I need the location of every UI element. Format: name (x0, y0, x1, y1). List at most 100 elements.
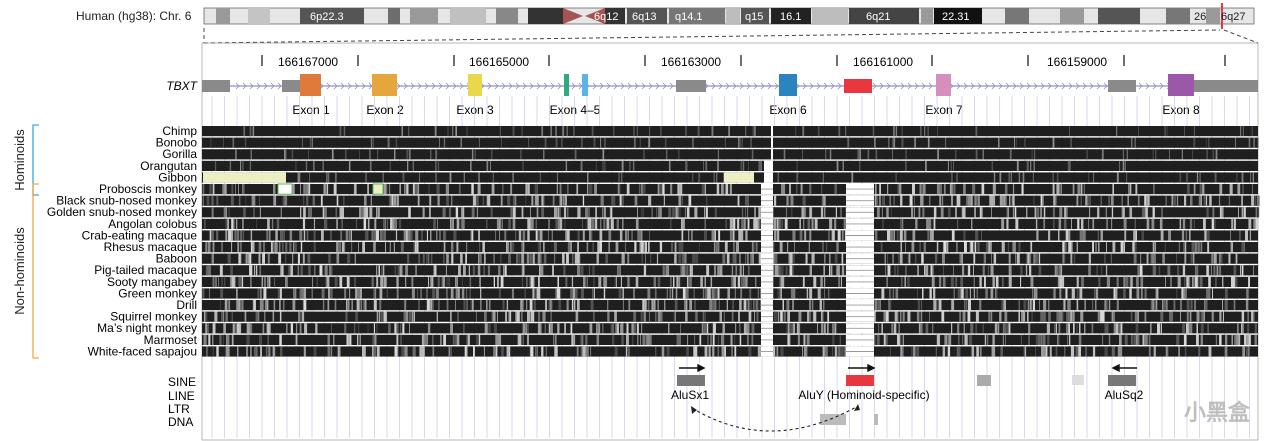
exons: Exon 1 Exon 2 Exon 3 Exon 4–5 Exon 6 Exon 7 Ex… (292, 74, 1200, 117)
repeat-label-alusq2: AluSq2 (1105, 388, 1144, 402)
species-label: Marmoset (144, 333, 198, 347)
species-label: Gibbon (158, 170, 197, 184)
exon-block (468, 74, 482, 96)
alignment-row (202, 137, 1259, 148)
group-label-non-hominoids: Non-hominoids (12, 227, 27, 315)
exon-block (936, 74, 951, 96)
alu-insertion-site (844, 79, 872, 93)
group-label-hominoids: Hominoids (12, 129, 27, 191)
coordinate-label: 166161000 (853, 55, 913, 69)
utr-block (1108, 80, 1136, 92)
species-label: Squirrel monkey (110, 310, 197, 324)
species-label: White-faced sapajou (88, 344, 197, 358)
coordinate-label: 166163000 (661, 55, 721, 69)
gene-name: TBXT (166, 79, 198, 93)
exon-label: Exon 1 (292, 103, 330, 117)
species-label: Green monkey (118, 286, 197, 300)
band-label: 6q13 (632, 11, 656, 23)
repeat-element (1072, 375, 1084, 385)
alignment-row (202, 230, 1258, 241)
alignment-row (202, 300, 1258, 311)
alignment-row (202, 242, 1258, 253)
exon-block (372, 74, 397, 96)
species-label: Black snub-nosed monkey (56, 194, 197, 208)
exon-block (779, 74, 797, 96)
species-label: Baboon (156, 252, 197, 266)
utr-block (282, 80, 302, 92)
alignment-row (202, 265, 1258, 276)
repeat-track-label: LINE (168, 389, 195, 403)
band-label: q15 (745, 11, 763, 23)
exon-label: Exon 2 (366, 103, 404, 117)
utr-block (676, 80, 706, 92)
alignment-row (202, 207, 1260, 218)
repeat-track-label: SINE (168, 375, 196, 389)
species-labels: ChimpBonoboGorillaOrangutanGibbonProbosc… (47, 124, 198, 358)
alignment-row (202, 253, 1258, 264)
coordinate-label: 166167000 (278, 55, 338, 69)
band-label: q14.1 (675, 11, 703, 23)
chromosome-ideogram: Human (hg38): Chr. 6 6p22.3 6q12 6q13 q1… (76, 3, 1255, 29)
band-label: 6p22.3 (310, 11, 344, 23)
coordinate-ruler: 166167000 166165000 166163000 166161000 … (261, 55, 1226, 69)
species-label: Golden snub-nosed monkey (47, 205, 197, 219)
species-label: Gorilla (162, 147, 197, 161)
exon-block (300, 74, 321, 96)
species-label: Chimp (162, 124, 197, 138)
alignment-row (202, 323, 1258, 334)
species-label: Rhesus macaque (104, 240, 198, 254)
band-label: 6q12 (594, 11, 618, 23)
alignment-row (202, 160, 1258, 171)
repeat-element (874, 414, 878, 425)
alignment-row (202, 149, 1258, 160)
species-label: Sooty mangabey (107, 275, 197, 289)
species-label: Ma’s night monkey (97, 321, 197, 335)
alignment-row (202, 195, 1260, 206)
exon-label: Exon 7 (925, 103, 963, 117)
species-label: Proboscis monkey (99, 182, 197, 196)
repeat-element-aluy (846, 375, 874, 386)
alignment-row (202, 288, 1258, 299)
alignment-row (202, 276, 1258, 287)
exon-label: Exon 3 (456, 103, 494, 117)
band-label: 6q27 (1221, 11, 1245, 23)
alignment-row (202, 183, 1258, 195)
alu-pairing-arc (691, 405, 859, 432)
band-label: 6q21 (866, 11, 890, 23)
species-label: Bonobo (156, 136, 198, 150)
band-label: 26 (1194, 11, 1206, 23)
alignment-row (202, 218, 1259, 229)
coordinate-label: 166165000 (469, 55, 529, 69)
exon-block (1168, 74, 1194, 96)
alignment-row (202, 126, 1258, 137)
utr-block (202, 80, 230, 92)
exon-label: Exon 4–5 (550, 103, 601, 117)
repeat-track-label: LTR (168, 402, 190, 416)
watermark: 小黑盒 (1183, 401, 1250, 426)
repeat-element-alusq2 (1108, 375, 1136, 386)
species-label: Angolan colobus (108, 217, 197, 231)
repeat-track-label: DNA (168, 415, 193, 429)
chromosome-label: Human (hg38): Chr. 6 (76, 9, 192, 23)
repeat-element (977, 375, 991, 386)
gene-track: TBXT Exon 1 Exon 2 Exon 3 Exon 4–5 Exon 6 Exo… (166, 74, 1258, 117)
zoom-lines (201, 28, 1259, 441)
alignment-row (202, 172, 1258, 183)
repeat-element (820, 414, 846, 425)
alignment-row (202, 311, 1258, 322)
repeat-label-aluy: AluY (Hominoid-specific) (798, 388, 929, 402)
band-label: 16.1 (780, 11, 801, 23)
utr-block (1194, 80, 1258, 92)
repeat-element-alusx1 (677, 375, 705, 386)
group-brackets: Hominoids Non-hominoids (12, 124, 39, 359)
alignment-row (202, 334, 1258, 345)
alignment-rows (202, 126, 1260, 357)
repeat-tracks: SINE LINE LTR DNA AluSx1 AluY (Hominoid-… (168, 363, 1144, 432)
coordinate-label: 166159000 (1047, 55, 1107, 69)
species-label: Crab-eating macaque (82, 228, 198, 242)
exon-block (564, 74, 569, 96)
species-label: Orangutan (140, 159, 197, 173)
exon-label: Exon 6 (769, 103, 807, 117)
species-label: Pig-tailed macaque (94, 263, 197, 277)
